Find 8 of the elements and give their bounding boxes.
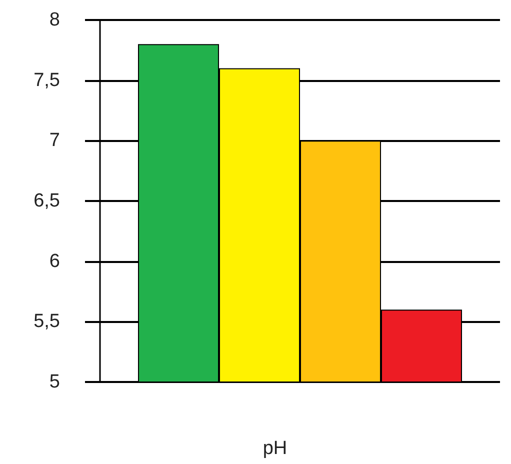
x-axis-title: pH: [262, 438, 288, 459]
y-tick-label: 5,5: [34, 311, 60, 332]
y-tick-label: 7,5: [34, 70, 60, 91]
y-tick-label: 6: [49, 250, 60, 272]
y-tick-label: 8: [49, 10, 60, 30]
y-tick-label: 5: [49, 372, 60, 392]
y-tick-label: 6,5: [34, 190, 60, 212]
y-tick-label: 7: [49, 130, 60, 152]
